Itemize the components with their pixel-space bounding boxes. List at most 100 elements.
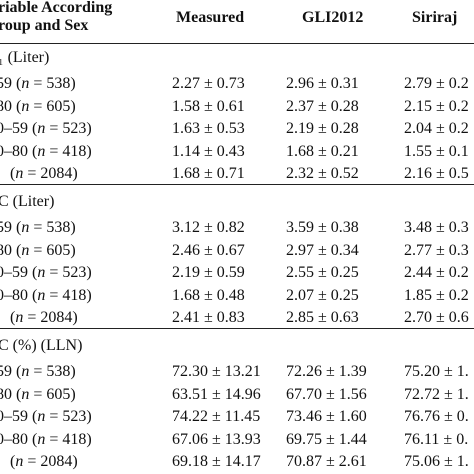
measured-cell: 69.18 ± 14.17 xyxy=(172,453,261,470)
gli2012-cell: 67.70 ± 1.56 xyxy=(286,385,367,403)
table-row: (n = 2084) 69.18 ± 14.17 70.87 ± 2.61 75.06… xyxy=(0,450,474,474)
measured-cell: 3.12 ± 0.82 xyxy=(172,219,245,236)
gli2012-cell: 2.37 ± 0.28 xyxy=(286,97,359,115)
group-label: 59 xyxy=(0,219,12,236)
measured-cell: 2.41 ± 0.83 xyxy=(172,309,245,326)
gli2012-cell: 2.96 ± 0.31 xyxy=(286,75,359,92)
n-symbol: n xyxy=(37,408,46,425)
siriraj-cell: 2.77 ± 0.3 xyxy=(404,241,469,259)
n-symbol: n xyxy=(15,453,24,470)
table-row: 0–80 (n = 418) 67.06 ± 13.93 69.75 ± 1.44 7… xyxy=(0,428,474,452)
open-paren: ( xyxy=(12,219,22,236)
siriraj-cell: 2.70 ± 0.6 xyxy=(404,309,469,326)
measured-cell: 2.27 ± 0.73 xyxy=(172,75,245,92)
gli2012-cell: 2.85 ± 0.63 xyxy=(286,309,359,326)
siriraj-cell: 3.48 ± 0.3 xyxy=(404,219,469,236)
gli2012-cell: 3.59 ± 0.38 xyxy=(286,219,359,236)
open-paren: ( xyxy=(28,286,38,304)
n-symbol: n xyxy=(37,142,46,160)
measured-cell: 1.68 ± 0.48 xyxy=(172,286,245,304)
n-value: = 418) xyxy=(45,430,92,448)
section-title-text: ₁ (Liter) xyxy=(0,49,50,66)
n-symbol: n xyxy=(21,75,30,92)
open-paren: ( xyxy=(12,241,22,259)
table-row: 59 (n = 538) 2.27 ± 0.73 2.96 ± 0.31 2.79 ±… xyxy=(0,72,474,96)
table-row: 0–59 (n = 523) 1.63 ± 0.53 2.19 ± 0.28 2.04… xyxy=(0,117,474,141)
n-symbol: n xyxy=(37,120,46,137)
gli2012-cell: 2.19 ± 0.28 xyxy=(286,120,359,137)
siriraj-cell: 72.72 ± 1. xyxy=(404,385,469,403)
n-symbol: n xyxy=(21,241,30,259)
siriraj-cell: 2.44 ± 0.2 xyxy=(404,264,469,281)
measured-cell: 2.19 ± 0.59 xyxy=(172,264,245,281)
siriraj-cell: 1.85 ± 0.2 xyxy=(404,286,469,304)
group-label: 0–59 xyxy=(0,120,28,137)
table-row: (n = 2084) 2.41 ± 0.83 2.85 ± 0.63 2.70 ± 0… xyxy=(0,306,474,330)
gli2012-cell: 73.46 ± 1.60 xyxy=(286,408,367,425)
variable-header-line1: riable According xyxy=(0,0,113,16)
siriraj-cell: 2.16 ± 0.5 xyxy=(404,165,469,182)
siriraj-cell: 75.06 ± 1. xyxy=(404,453,469,470)
n-value: = 523) xyxy=(45,408,92,425)
n-symbol: n xyxy=(21,385,30,403)
n-value: = 2084) xyxy=(23,165,78,182)
n-symbol: n xyxy=(21,219,30,236)
row-label: 80 (n = 605) xyxy=(0,383,76,407)
n-value: = 538) xyxy=(29,75,76,92)
column-header-siriraj: Siriraj xyxy=(412,9,458,26)
measured-cell: 1.58 ± 0.61 xyxy=(172,97,245,115)
gli2012-cell: 72.26 ± 1.39 xyxy=(286,363,367,380)
open-paren: ( xyxy=(10,165,16,182)
measured-cell: 1.14 ± 0.43 xyxy=(172,142,245,160)
siriraj-cell: 2.79 ± 0.2 xyxy=(404,75,469,92)
n-symbol: n xyxy=(15,165,24,182)
n-value: = 418) xyxy=(45,286,92,304)
siriraj-cell: 2.15 ± 0.2 xyxy=(404,97,469,115)
group-label: 80 xyxy=(0,97,12,115)
section-rule xyxy=(0,328,474,329)
gli2012-cell: 2.55 ± 0.25 xyxy=(286,264,359,281)
n-value: = 605) xyxy=(29,241,76,259)
group-label: 0–80 xyxy=(0,286,28,304)
open-paren: ( xyxy=(28,430,38,448)
table-row: 0–80 (n = 418) 1.14 ± 0.43 1.68 ± 0.21 1.55… xyxy=(0,140,474,164)
row-label: (n = 2084) xyxy=(10,162,78,186)
section-title-text: C (Liter) xyxy=(0,193,55,210)
n-value: = 523) xyxy=(45,264,92,281)
row-label: 0–59 (n = 523) xyxy=(0,117,92,141)
row-label: 0–59 (n = 523) xyxy=(0,405,92,429)
measured-cell: 63.51 ± 14.96 xyxy=(172,385,261,403)
row-label: 0–80 (n = 418) xyxy=(0,428,92,452)
table-row: 80 (n = 605) 2.46 ± 0.67 2.97 ± 0.34 2.77 ±… xyxy=(0,239,474,263)
open-paren: ( xyxy=(12,363,22,380)
n-value: = 605) xyxy=(29,97,76,115)
gli2012-cell: 2.07 ± 0.25 xyxy=(286,286,359,304)
section-title-text: C (%) (LLN) xyxy=(0,337,83,354)
header-rule xyxy=(0,43,474,44)
group-label: 0–59 xyxy=(0,408,28,425)
open-paren: ( xyxy=(10,309,16,326)
group-label: 0–59 xyxy=(0,264,28,281)
gli2012-cell: 2.97 ± 0.34 xyxy=(286,241,359,259)
n-value: = 523) xyxy=(45,120,92,137)
gli2012-cell: 2.32 ± 0.52 xyxy=(286,165,359,182)
measured-cell: 1.68 ± 0.71 xyxy=(172,165,245,182)
row-label: (n = 2084) xyxy=(10,306,78,330)
open-paren: ( xyxy=(12,97,22,115)
open-paren: ( xyxy=(12,75,22,92)
table-row: (n = 2084) 1.68 ± 0.71 2.32 ± 0.52 2.16 ± 0… xyxy=(0,162,474,186)
table-header: riable According roup and Sex Measured G… xyxy=(0,0,474,43)
table-row: 59 (n = 538) 3.12 ± 0.82 3.59 ± 0.38 3.48 ±… xyxy=(0,216,474,240)
table-row: 59 (n = 538) 72.30 ± 13.21 72.26 ± 1.39 75.… xyxy=(0,360,474,384)
n-value: = 538) xyxy=(29,363,76,380)
table-row: 80 (n = 605) 63.51 ± 14.96 67.70 ± 1.56 72.… xyxy=(0,383,474,407)
gli2012-cell: 70.87 ± 2.61 xyxy=(286,453,367,470)
row-label: 0–59 (n = 523) xyxy=(0,261,92,285)
n-value: = 538) xyxy=(29,219,76,236)
gli2012-cell: 1.68 ± 0.21 xyxy=(286,142,359,160)
measured-cell: 2.46 ± 0.67 xyxy=(172,241,245,259)
n-symbol: n xyxy=(37,264,46,281)
n-value: = 418) xyxy=(45,142,92,160)
n-value: = 2084) xyxy=(23,309,78,326)
n-symbol: n xyxy=(21,363,30,380)
